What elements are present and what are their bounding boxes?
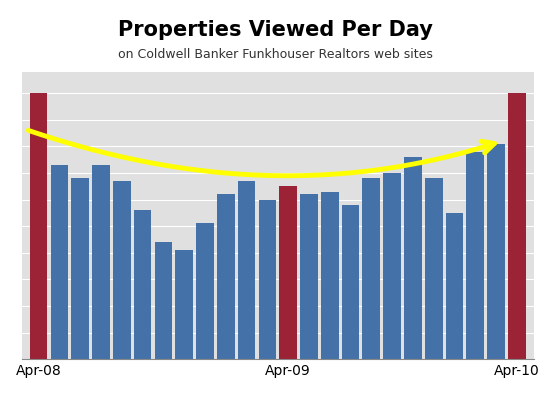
Bar [134,210,151,359]
Bar [466,152,484,359]
Bar [383,173,401,359]
Bar [321,192,339,359]
Bar [279,186,297,359]
Bar [258,200,276,359]
Bar [30,93,47,359]
Bar [217,194,235,359]
Bar [155,242,172,359]
Bar [175,250,193,359]
Text: on Coldwell Banker Funkhouser Realtors web sites: on Coldwell Banker Funkhouser Realtors w… [118,48,432,61]
Bar [238,181,255,359]
Bar [300,194,318,359]
Bar [487,144,505,359]
Bar [404,157,422,359]
Bar [342,205,359,359]
Bar [508,93,526,359]
Bar [51,165,68,359]
Bar [92,165,110,359]
Text: Properties Viewed Per Day: Properties Viewed Per Day [118,20,432,40]
Bar [196,223,214,359]
Bar [362,178,380,359]
Bar [113,181,131,359]
Bar [425,178,443,359]
Bar [446,213,463,359]
Bar [72,178,89,359]
